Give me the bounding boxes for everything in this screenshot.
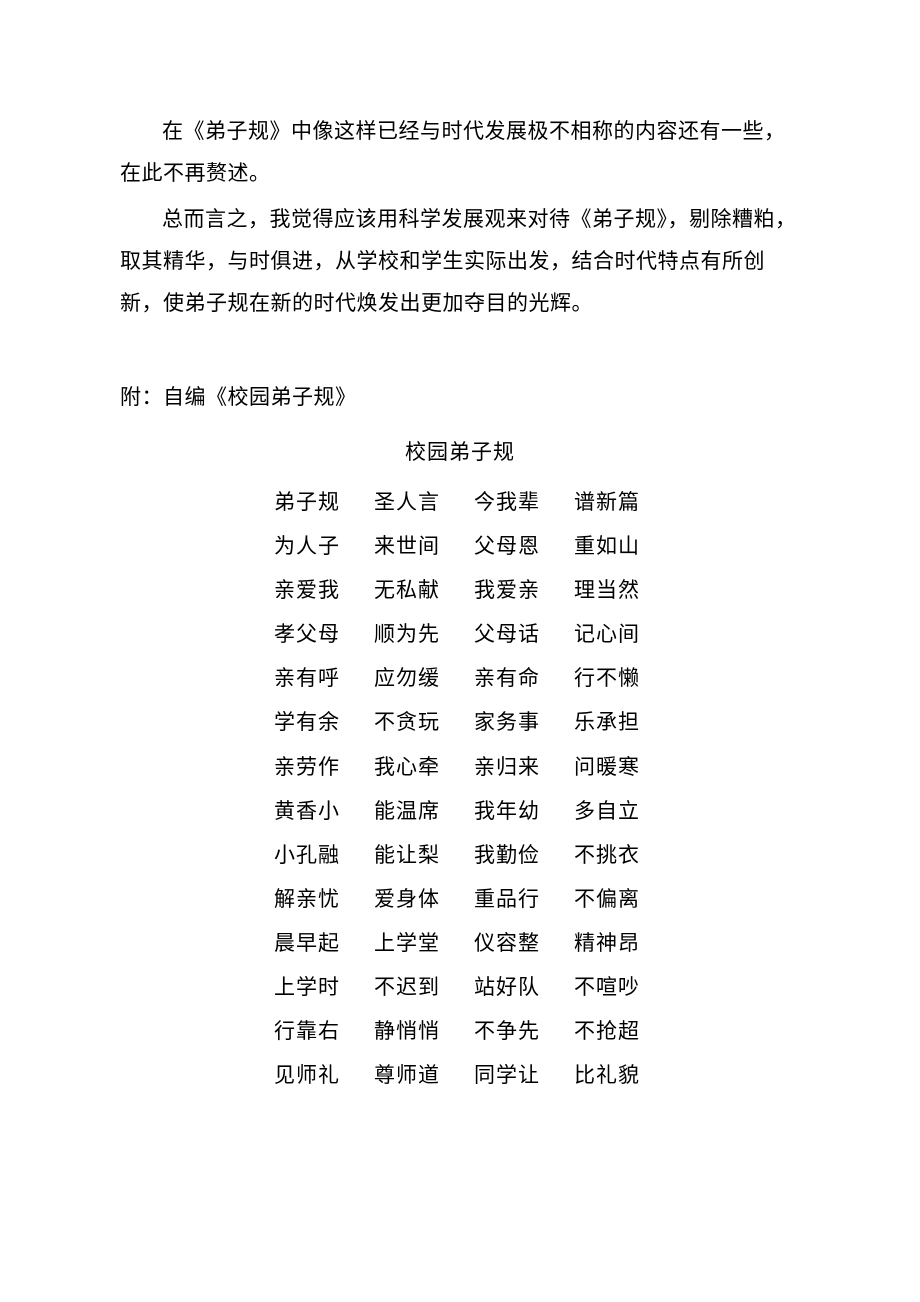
document-page: 在《弟子规》中像这样已经与时代发展极不相称的内容还有一些，在此不再赘述。 总而言… (0, 0, 920, 1177)
poem-cell: 亲劳作 (274, 745, 346, 789)
poem-cell: 行靠右 (274, 1009, 346, 1053)
poem-cell: 黄香小 (274, 789, 346, 833)
poem-cell: 静悄悄 (374, 1009, 446, 1053)
poem-cell: 应勿缓 (374, 656, 446, 700)
poem-cell: 能让梨 (374, 833, 446, 877)
poem-cell: 尊师道 (374, 1053, 446, 1097)
appendix-label: 附：自编《校园弟子规》 (120, 376, 800, 418)
poem-cell: 行不懒 (574, 656, 646, 700)
poem-cell: 家务事 (474, 700, 546, 744)
poem-row: 亲爱我 无私献 我爱亲 理当然 (274, 568, 646, 612)
poem-cell: 问暖寒 (574, 745, 646, 789)
poem-cell: 小孔融 (274, 833, 346, 877)
poem-cell: 父母话 (474, 612, 546, 656)
poem-cell: 亲爱我 (274, 568, 346, 612)
poem-body: 弟子规 圣人言 今我辈 谱新篇 为人子 来世间 父母恩 重如山 亲爱我 无私献 … (274, 480, 646, 1097)
poem-cell: 圣人言 (374, 480, 446, 524)
poem-cell: 重如山 (574, 524, 646, 568)
poem-cell: 记心间 (574, 612, 646, 656)
poem-cell: 我心牵 (374, 745, 446, 789)
poem-row: 解亲忧 爱身体 重品行 不偏离 (274, 877, 646, 921)
poem-cell: 解亲忧 (274, 877, 346, 921)
poem-cell: 理当然 (574, 568, 646, 612)
poem-cell: 弟子规 (274, 480, 346, 524)
poem-row: 亲劳作 我心牵 亲归来 问暖寒 (274, 745, 646, 789)
poem-cell: 比礼貌 (574, 1053, 646, 1097)
poem-cell: 见师礼 (274, 1053, 346, 1097)
poem-cell: 同学让 (474, 1053, 546, 1097)
poem-row: 孝父母 顺为先 父母话 记心间 (274, 612, 646, 656)
poem-cell: 不迟到 (374, 965, 446, 1009)
poem-row: 行靠右 静悄悄 不争先 不抢超 (274, 1009, 646, 1053)
poem-cell: 亲归来 (474, 745, 546, 789)
poem-cell: 站好队 (474, 965, 546, 1009)
poem-cell: 无私献 (374, 568, 446, 612)
poem-cell: 不抢超 (574, 1009, 646, 1053)
poem-cell: 不偏离 (574, 877, 646, 921)
poem-row: 学有余 不贪玩 家务事 乐承担 (274, 700, 646, 744)
poem-cell: 晨早起 (274, 921, 346, 965)
poem-cell: 今我辈 (474, 480, 546, 524)
poem-row: 黄香小 能温席 我年幼 多自立 (274, 789, 646, 833)
poem-cell: 仪容整 (474, 921, 546, 965)
poem-cell: 能温席 (374, 789, 446, 833)
poem-cell: 为人子 (274, 524, 346, 568)
poem-cell: 上学堂 (374, 921, 446, 965)
paragraph-1: 在《弟子规》中像这样已经与时代发展极不相称的内容还有一些，在此不再赘述。 (120, 110, 800, 194)
poem-cell: 重品行 (474, 877, 546, 921)
poem-cell: 不贪玩 (374, 700, 446, 744)
poem-cell: 我勤俭 (474, 833, 546, 877)
poem-cell: 来世间 (374, 524, 446, 568)
poem-row: 晨早起 上学堂 仪容整 精神昂 (274, 921, 646, 965)
poem-title: 校园弟子规 (120, 436, 800, 466)
poem-row: 为人子 来世间 父母恩 重如山 (274, 524, 646, 568)
poem-cell: 谱新篇 (574, 480, 646, 524)
poem-row: 亲有呼 应勿缓 亲有命 行不懒 (274, 656, 646, 700)
poem-cell: 不挑衣 (574, 833, 646, 877)
poem-row: 小孔融 能让梨 我勤俭 不挑衣 (274, 833, 646, 877)
poem-cell: 不喧吵 (574, 965, 646, 1009)
poem-cell: 不争先 (474, 1009, 546, 1053)
poem-cell: 爱身体 (374, 877, 446, 921)
paragraph-2: 总而言之，我觉得应该用科学发展观来对待《弟子规》，剔除糟粕，取其精华，与时俱进，… (120, 198, 800, 324)
poem-cell: 亲有命 (474, 656, 546, 700)
poem-cell: 上学时 (274, 965, 346, 1009)
poem-row: 上学时 不迟到 站好队 不喧吵 (274, 965, 646, 1009)
poem-cell: 多自立 (574, 789, 646, 833)
poem-cell: 学有余 (274, 700, 346, 744)
poem-cell: 我年幼 (474, 789, 546, 833)
poem-cell: 亲有呼 (274, 656, 346, 700)
poem-row: 弟子规 圣人言 今我辈 谱新篇 (274, 480, 646, 524)
poem-cell: 乐承担 (574, 700, 646, 744)
spacer (120, 328, 800, 348)
poem-cell: 我爱亲 (474, 568, 546, 612)
poem-cell: 父母恩 (474, 524, 546, 568)
poem-cell: 精神昂 (574, 921, 646, 965)
poem-row: 见师礼 尊师道 同学让 比礼貌 (274, 1053, 646, 1097)
poem-cell: 顺为先 (374, 612, 446, 656)
poem-cell: 孝父母 (274, 612, 346, 656)
